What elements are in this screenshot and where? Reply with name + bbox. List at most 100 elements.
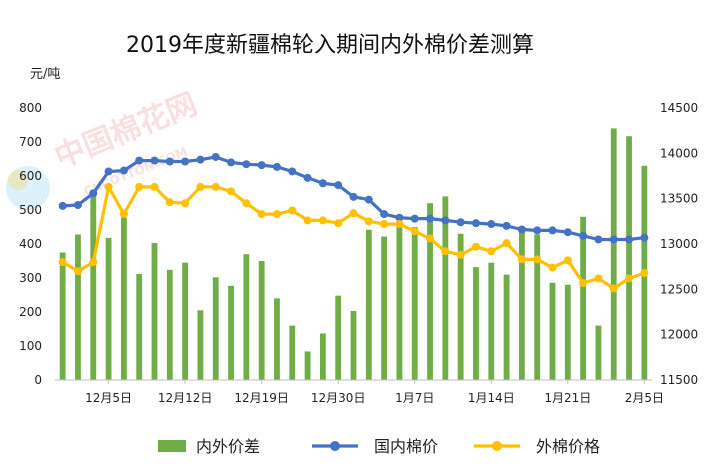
series-0-point-12 [242, 160, 251, 169]
series-0-point-9 [196, 155, 205, 164]
x-tick-label: 2月5日 [625, 391, 664, 405]
x-tick-label: 12月12日 [158, 391, 213, 405]
watermark-logo-icon [6, 166, 50, 210]
series-1-point-29 [502, 239, 511, 248]
series-0-point-17 [318, 179, 327, 188]
series-1-point-18 [334, 219, 343, 228]
series-0-point-29 [502, 221, 511, 230]
series-0-point-11 [227, 158, 236, 167]
series-0-point-0 [58, 201, 67, 210]
bar-18 [335, 295, 342, 380]
series-1-point-37 [625, 274, 634, 283]
left-tick-label: 500 [19, 203, 42, 217]
series-0-point-3 [104, 167, 113, 176]
series-1-point-12 [242, 199, 251, 208]
bar-23 [411, 227, 418, 380]
y-axis-unit: 元/吨 [30, 67, 60, 82]
left-tick-label: 400 [19, 237, 42, 251]
bar-1 [75, 234, 81, 380]
bar-30 [518, 230, 525, 380]
series-0-point-23 [410, 214, 419, 223]
series-1-point-0 [58, 258, 67, 267]
right-tick-label: 12500 [660, 282, 698, 296]
bar-12 [243, 254, 250, 380]
series-0-point-13 [257, 161, 266, 170]
bar-34 [580, 216, 587, 380]
legend-label: 国内棉价 [374, 437, 438, 456]
series-0-point-14 [272, 162, 281, 171]
legend-label: 内外价差 [196, 437, 260, 456]
legend-swatch-marker [492, 441, 502, 451]
bar-31 [534, 234, 541, 380]
left-tick-label: 200 [19, 305, 42, 319]
bar-5 [136, 273, 143, 380]
bar-29 [503, 274, 510, 380]
series-1-point-33 [563, 256, 572, 265]
watermark-logo-icon-accent [8, 170, 28, 190]
left-tick-label: 100 [19, 339, 42, 353]
series-0-point-28 [487, 220, 496, 229]
series-0-point-15 [288, 167, 297, 176]
series-0-point-27 [471, 219, 480, 228]
series-0-point-33 [563, 228, 572, 237]
series-1-point-14 [272, 210, 281, 219]
series-line-1 [61, 185, 645, 290]
left-tick-label: 700 [19, 135, 42, 149]
bar-8 [182, 262, 189, 380]
series-1-point-5 [135, 182, 144, 191]
bar-2 [90, 194, 97, 380]
bar-10 [212, 277, 219, 380]
series-1-point-24 [426, 234, 435, 243]
bar-26 [457, 233, 464, 380]
series-1-point-27 [471, 242, 480, 251]
bar-16 [304, 351, 311, 380]
bar-13 [258, 261, 265, 380]
series-1-point-36 [609, 284, 618, 293]
series-0-point-26 [456, 218, 465, 227]
series-1-point-38 [640, 269, 649, 278]
series-0-point-25 [441, 216, 450, 225]
series-0-point-2 [89, 189, 98, 198]
series-1-point-3 [104, 182, 113, 191]
bar-27 [473, 267, 479, 380]
x-tick-label: 1月14日 [468, 391, 515, 405]
series-0-point-22 [395, 213, 404, 222]
series-1-point-13 [257, 210, 266, 219]
series-1-point-28 [487, 247, 496, 256]
series-1-point-19 [349, 209, 358, 218]
series-1-point-1 [73, 267, 82, 276]
series-0-point-31 [533, 226, 542, 235]
series-0-point-10 [211, 152, 220, 161]
right-tick-label: 14500 [660, 101, 698, 115]
x-tick-label: 1月7日 [395, 391, 434, 405]
series-1-point-23 [410, 227, 419, 236]
bar-15 [289, 325, 296, 380]
bar-7 [166, 269, 173, 380]
bar-32 [549, 282, 556, 380]
bar-37 [626, 136, 632, 380]
series-1-point-25 [441, 247, 450, 256]
x-tick-label: 1月21日 [544, 391, 591, 405]
bar-19 [350, 310, 357, 380]
series-1-point-20 [364, 217, 373, 226]
bar-4 [120, 217, 127, 380]
legend-swatch-marker [330, 441, 340, 451]
left-tick-label: 800 [19, 101, 42, 115]
series-1-point-11 [227, 187, 236, 196]
series-0-point-24 [426, 214, 435, 223]
bar-21 [381, 236, 388, 380]
x-tick-label: 12月19日 [234, 391, 289, 405]
series-1-point-2 [89, 258, 98, 267]
series-0-point-8 [181, 157, 190, 166]
bar-0 [59, 252, 66, 380]
bar-9 [197, 310, 204, 380]
series-0-point-21 [380, 210, 389, 219]
x-tick-label: 12月30日 [311, 391, 366, 405]
series-1-point-8 [181, 199, 190, 208]
bar-24 [427, 203, 433, 380]
bar-36 [610, 128, 617, 380]
left-tick-label: 600 [19, 169, 42, 183]
series-0-point-34 [579, 231, 588, 240]
bar-14 [274, 298, 280, 380]
